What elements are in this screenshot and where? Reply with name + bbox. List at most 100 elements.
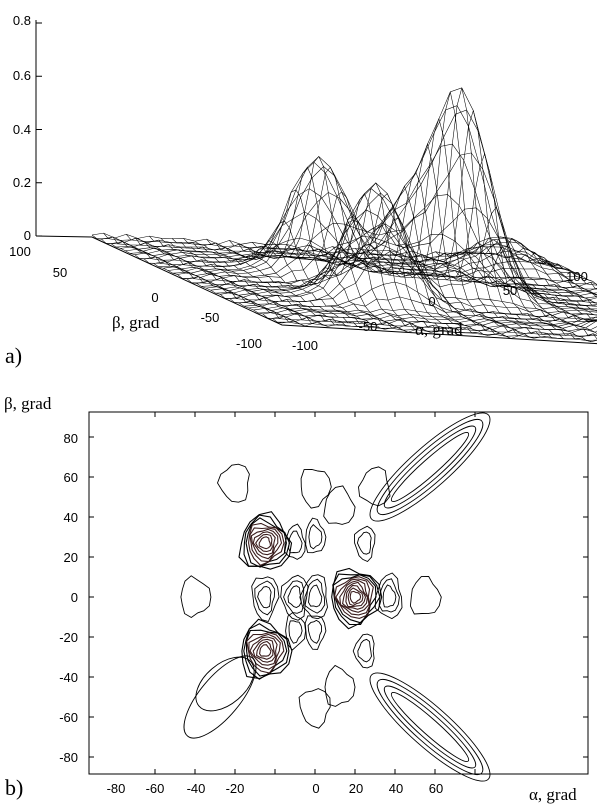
mesh-line xyxy=(149,235,340,326)
x-tick-label: -20 xyxy=(226,781,245,796)
z-tick-label: 0.8 xyxy=(13,13,31,28)
panel-a-label: a) xyxy=(5,343,22,368)
contour-line xyxy=(376,679,484,775)
y-tick-label: 50 xyxy=(53,265,67,280)
contour-line xyxy=(285,612,307,651)
contour-line xyxy=(369,672,491,782)
contour-line xyxy=(280,574,309,621)
contour-line xyxy=(323,485,356,525)
mesh-line xyxy=(389,152,580,340)
contour-line xyxy=(369,412,491,522)
y-tick-label: 100 xyxy=(9,244,31,259)
contour-line xyxy=(345,584,367,608)
mesh-line xyxy=(252,155,443,332)
x-tick-label: 20 xyxy=(349,781,363,796)
mesh-line xyxy=(137,238,328,327)
surface-plot-panel: 0.8 0.6 0.4 0.2 0 100 50 0 -50 -100 -100… xyxy=(5,13,597,368)
contour-line xyxy=(251,576,280,623)
mesh-line xyxy=(240,166,431,333)
contour-line xyxy=(383,425,477,509)
contour-line xyxy=(288,530,303,554)
z-tick-label: 0.4 xyxy=(13,122,31,137)
mesh-line xyxy=(206,238,397,329)
contour-line xyxy=(349,590,362,604)
mesh-line xyxy=(458,242,597,320)
surface-axes xyxy=(35,20,597,345)
contour-line xyxy=(383,685,477,769)
mesh-line xyxy=(538,258,597,290)
contour-line xyxy=(304,578,326,614)
contour-line xyxy=(307,619,323,644)
contour-line xyxy=(238,511,293,570)
contour-line xyxy=(376,419,484,515)
contour-line xyxy=(374,572,403,620)
y-axis-title: β, grad xyxy=(4,394,52,413)
x-tick-label: -60 xyxy=(146,781,165,796)
contour-line xyxy=(333,576,374,619)
contour-line xyxy=(287,585,302,608)
contour-line xyxy=(300,469,332,509)
mesh-line xyxy=(332,143,523,336)
x-tick-label: -80 xyxy=(107,781,126,796)
axis-ticks xyxy=(89,412,588,774)
contour-line xyxy=(356,531,372,555)
contour-line xyxy=(342,581,368,610)
y-tick-label: -50 xyxy=(201,310,220,325)
contour-line xyxy=(304,615,327,650)
mesh-line xyxy=(91,234,283,324)
contour-line xyxy=(245,517,287,568)
mesh-line xyxy=(549,261,597,286)
contour-line xyxy=(335,578,371,616)
mesh-line xyxy=(366,87,557,339)
contour-line xyxy=(299,574,328,620)
contour-line xyxy=(255,533,273,553)
mesh-line xyxy=(355,91,546,338)
mesh-line xyxy=(481,236,597,312)
mesh-line xyxy=(297,207,489,336)
x-axis-title: α, grad xyxy=(529,785,577,804)
x-tick-label: 60 xyxy=(429,781,443,796)
y-tick-label: -60 xyxy=(59,710,78,725)
mesh-line xyxy=(527,261,597,296)
mesh-line xyxy=(171,238,363,327)
contour-line xyxy=(249,527,283,563)
y-tick-label: 0 xyxy=(71,590,78,605)
contour-line xyxy=(217,463,250,503)
contour-line xyxy=(249,636,278,666)
mesh-line xyxy=(343,117,534,339)
y-tick-label: 60 xyxy=(64,470,78,485)
mesh-line xyxy=(183,238,374,328)
x-tick-label: 0 xyxy=(428,294,435,309)
contour-lines xyxy=(180,412,491,782)
x-tick-label: 50 xyxy=(503,283,517,298)
contour-line xyxy=(409,576,442,615)
mesh-line xyxy=(182,105,597,304)
axis-edge xyxy=(35,235,93,238)
contour-line xyxy=(259,644,272,657)
contour-line xyxy=(252,638,276,663)
contour-line xyxy=(288,620,303,644)
contour-line xyxy=(283,580,305,614)
contour-line xyxy=(305,517,327,554)
y-axis-title: β, grad xyxy=(112,313,160,332)
x-tick-label: -40 xyxy=(187,781,206,796)
contour-line xyxy=(248,522,285,566)
y-tick-label: 0 xyxy=(151,290,158,305)
mesh-line xyxy=(126,234,317,324)
contour-plot-panel: 80 60 40 20 0 -20 -40 -60 -80 -80 -60 -4… xyxy=(4,394,589,804)
contour-line xyxy=(331,567,383,630)
mesh-line xyxy=(229,189,420,330)
y-tick-label: -80 xyxy=(59,750,78,765)
contour-line xyxy=(256,640,274,660)
mesh-line xyxy=(167,192,597,296)
mesh-line xyxy=(275,191,466,333)
contour-line xyxy=(183,655,257,739)
x-tick-label: 100 xyxy=(566,269,588,284)
surface-mesh xyxy=(91,87,597,342)
axis-edge xyxy=(91,236,597,345)
x-tick-label: -50 xyxy=(359,319,378,334)
contour-line xyxy=(195,656,255,712)
mesh-line xyxy=(194,240,386,330)
mesh-line xyxy=(286,220,477,334)
